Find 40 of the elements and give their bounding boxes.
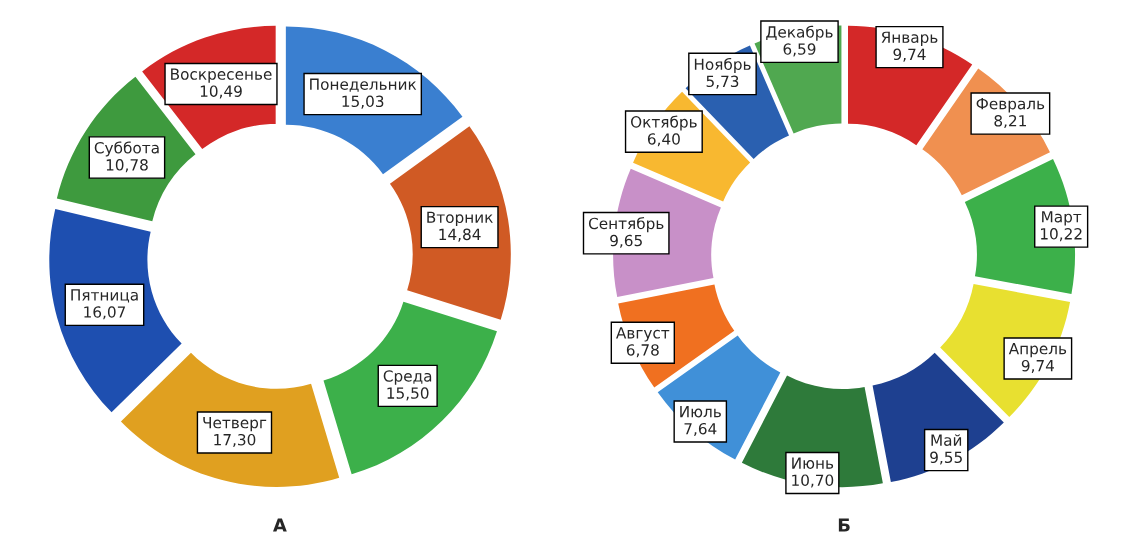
slice-label: Октябрь	[630, 115, 697, 131]
data-label: 9,74	[1021, 359, 1055, 374]
slice-label: Понедельник	[310, 78, 417, 92]
data-label: 6,59	[783, 43, 816, 57]
data-label: 10,78	[106, 159, 148, 173]
text: Б	[838, 518, 850, 532]
slice-label: Вторник	[427, 211, 493, 226]
slice-label: Январь	[881, 31, 938, 46]
data-label: 17,30	[214, 433, 256, 448]
slice-label: Суббота	[94, 141, 159, 157]
slice-label: Воскресенье	[171, 68, 272, 83]
slice-label: Февраль	[976, 98, 1045, 113]
data-label: 8,21	[994, 114, 1026, 129]
slice-label: Март	[1042, 211, 1082, 226]
slice-label: Четверг	[203, 417, 267, 432]
data-label: 5,73	[706, 75, 739, 89]
slice-label: Июль	[680, 406, 721, 418]
text: А	[273, 518, 287, 532]
data-label: 14,84	[439, 228, 481, 242]
slice-label: Пятница	[71, 289, 138, 303]
slice-label: Май	[931, 434, 962, 446]
data-label: 10,70	[792, 474, 834, 488]
data-label: 6,78	[626, 344, 659, 358]
slice-label: Декабрь	[766, 25, 833, 41]
data-label: 16,07	[84, 306, 126, 320]
slice-label: Среда	[383, 370, 432, 385]
data-label: 15,50	[387, 387, 429, 401]
slice-label: Ноябрь	[694, 57, 751, 73]
data-label: 9,65	[610, 234, 642, 248]
slice-label: Апрель	[1008, 343, 1067, 358]
data-label: 9,55	[930, 451, 962, 465]
slice-label: Июнь	[792, 457, 834, 469]
data-label: 10,49	[200, 85, 242, 99]
data-label: 9,74	[893, 48, 926, 62]
data-label: 7,64	[684, 422, 717, 437]
slice-label: Сентябрь	[588, 217, 664, 233]
data-label: 6,40	[647, 133, 680, 147]
data-label: 15,03	[342, 95, 384, 109]
data-label: 10,22	[1040, 228, 1082, 242]
slice-label: Август	[616, 327, 670, 342]
